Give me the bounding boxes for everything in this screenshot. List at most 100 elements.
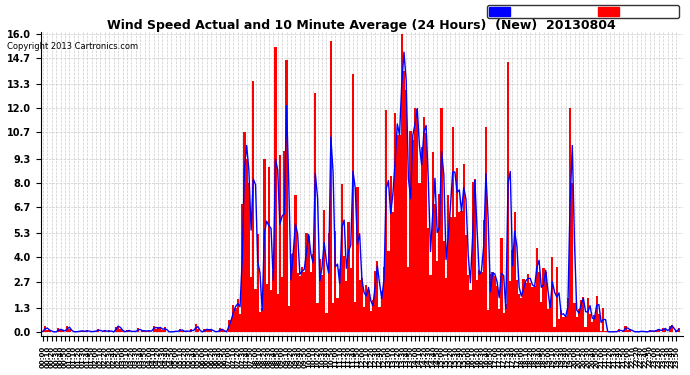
Bar: [354, 302, 356, 332]
Bar: [471, 182, 474, 332]
Bar: [640, 331, 642, 332]
Bar: [676, 331, 678, 332]
Bar: [283, 151, 286, 332]
Bar: [341, 184, 343, 332]
Bar: [586, 297, 589, 332]
Bar: [487, 309, 489, 332]
Bar: [319, 260, 321, 332]
Bar: [345, 280, 348, 332]
Bar: [343, 256, 345, 332]
Bar: [414, 108, 416, 332]
Bar: [398, 135, 401, 332]
Bar: [394, 113, 396, 332]
Bar: [132, 331, 135, 332]
Bar: [463, 164, 465, 332]
Bar: [498, 309, 500, 332]
Bar: [339, 270, 341, 332]
Bar: [48, 330, 50, 332]
Bar: [602, 308, 604, 332]
Bar: [126, 330, 128, 332]
Bar: [299, 276, 301, 332]
Bar: [259, 312, 261, 332]
Bar: [531, 287, 533, 332]
Bar: [81, 331, 84, 332]
Bar: [529, 283, 531, 332]
Bar: [443, 241, 445, 332]
Bar: [524, 283, 527, 332]
Bar: [141, 330, 144, 332]
Bar: [253, 81, 255, 332]
Bar: [575, 317, 578, 332]
Bar: [390, 176, 392, 332]
Bar: [678, 327, 680, 332]
Bar: [264, 159, 266, 332]
Bar: [425, 134, 427, 332]
Bar: [155, 329, 157, 332]
Bar: [478, 270, 480, 332]
Bar: [553, 327, 555, 332]
Bar: [352, 75, 354, 332]
Bar: [649, 330, 651, 332]
Bar: [629, 329, 631, 332]
Bar: [653, 331, 656, 332]
Bar: [146, 331, 148, 332]
Bar: [321, 275, 323, 332]
Bar: [295, 195, 297, 332]
Bar: [128, 331, 130, 332]
Bar: [456, 168, 458, 332]
Bar: [137, 328, 139, 332]
Bar: [325, 313, 328, 332]
Bar: [656, 330, 658, 332]
Bar: [562, 318, 564, 332]
Bar: [248, 183, 250, 332]
Bar: [115, 327, 117, 332]
Bar: [323, 210, 325, 332]
Bar: [303, 272, 306, 332]
Bar: [164, 327, 166, 332]
Bar: [467, 275, 469, 332]
Bar: [44, 327, 46, 332]
Bar: [186, 331, 188, 332]
Bar: [485, 127, 487, 332]
Bar: [407, 267, 409, 332]
Bar: [409, 131, 412, 332]
Bar: [493, 276, 496, 332]
Bar: [658, 329, 660, 332]
Bar: [152, 326, 155, 332]
Bar: [275, 47, 277, 332]
Bar: [549, 306, 551, 332]
Bar: [190, 329, 193, 332]
Bar: [59, 330, 61, 332]
Bar: [119, 329, 121, 332]
Bar: [405, 90, 407, 332]
Bar: [208, 330, 210, 332]
Bar: [578, 309, 580, 332]
Bar: [555, 267, 558, 332]
Bar: [573, 303, 575, 332]
Bar: [600, 331, 602, 332]
Bar: [564, 316, 566, 332]
Bar: [449, 217, 451, 332]
Bar: [511, 251, 513, 332]
Bar: [496, 286, 498, 332]
Bar: [68, 329, 70, 332]
Bar: [261, 308, 264, 332]
Bar: [246, 159, 248, 332]
Bar: [270, 290, 272, 332]
Bar: [350, 268, 352, 332]
Title: Wind Speed Actual and 10 Minute Average (24 Hours)  (New)  20130804: Wind Speed Actual and 10 Minute Average …: [108, 19, 616, 32]
Bar: [421, 147, 423, 332]
Bar: [387, 251, 390, 332]
Bar: [337, 298, 339, 332]
Bar: [434, 204, 436, 332]
Bar: [381, 291, 383, 332]
Bar: [396, 135, 398, 332]
Bar: [440, 108, 443, 332]
Bar: [436, 261, 438, 332]
Bar: [161, 330, 164, 332]
Bar: [474, 179, 476, 332]
Bar: [239, 315, 241, 332]
Bar: [288, 306, 290, 332]
Bar: [551, 258, 553, 332]
Bar: [244, 132, 246, 332]
